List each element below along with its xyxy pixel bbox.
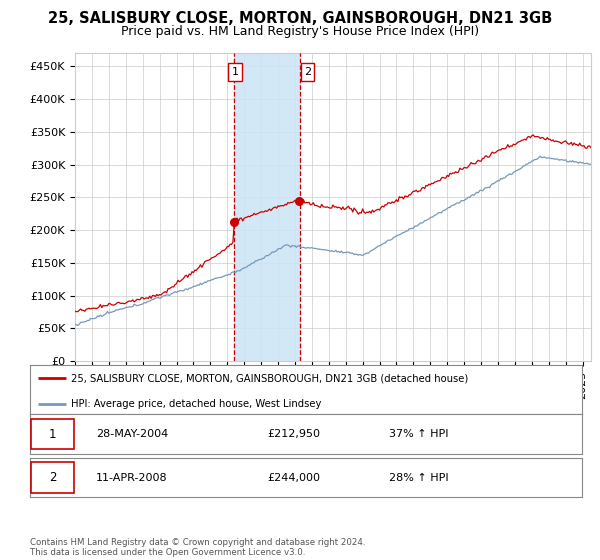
FancyBboxPatch shape xyxy=(31,463,74,493)
Text: Price paid vs. HM Land Registry's House Price Index (HPI): Price paid vs. HM Land Registry's House … xyxy=(121,25,479,38)
Text: 25, SALISBURY CLOSE, MORTON, GAINSBOROUGH, DN21 3GB: 25, SALISBURY CLOSE, MORTON, GAINSBOROUG… xyxy=(48,11,552,26)
FancyBboxPatch shape xyxy=(31,419,74,449)
Bar xyxy=(301,63,314,81)
Text: £212,950: £212,950 xyxy=(268,429,320,439)
Text: 37% ↑ HPI: 37% ↑ HPI xyxy=(389,429,448,439)
Text: £244,000: £244,000 xyxy=(268,473,320,483)
Text: 1: 1 xyxy=(232,67,239,77)
Bar xyxy=(228,63,242,81)
Bar xyxy=(234,53,299,361)
Text: 1: 1 xyxy=(49,427,56,441)
Text: 2: 2 xyxy=(49,471,56,484)
Text: 11-APR-2008: 11-APR-2008 xyxy=(96,473,168,483)
Text: 28-MAY-2004: 28-MAY-2004 xyxy=(96,429,169,439)
Text: HPI: Average price, detached house, West Lindsey: HPI: Average price, detached house, West… xyxy=(71,399,322,409)
Text: Contains HM Land Registry data © Crown copyright and database right 2024.
This d: Contains HM Land Registry data © Crown c… xyxy=(30,538,365,557)
Text: 2: 2 xyxy=(304,67,311,77)
Text: 28% ↑ HPI: 28% ↑ HPI xyxy=(389,473,448,483)
Text: 25, SALISBURY CLOSE, MORTON, GAINSBOROUGH, DN21 3GB (detached house): 25, SALISBURY CLOSE, MORTON, GAINSBOROUG… xyxy=(71,374,469,384)
